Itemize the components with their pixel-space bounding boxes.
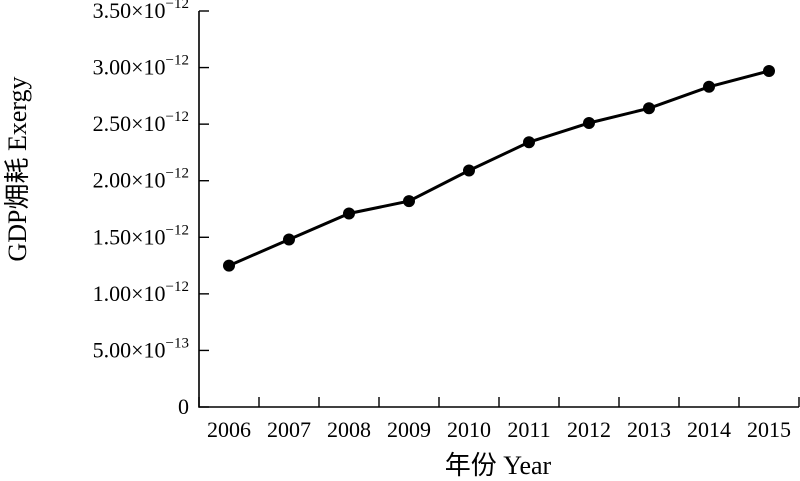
y-tick-label: 2.50×10−12 <box>93 109 189 136</box>
x-tick-label: 2015 <box>747 417 791 442</box>
x-axis-title: 年份 Year <box>445 451 552 480</box>
data-point <box>643 102 655 115</box>
x-tick-label: 2013 <box>627 417 671 442</box>
x-tick-label: 2014 <box>687 417 731 442</box>
x-axis-ticks: 2006 2007 2008 2009 2010 2011 2012 2013 2014 2015 <box>198 397 800 442</box>
axes <box>198 11 799 408</box>
y-tick-mantissa: 1.00×10 <box>93 281 166 306</box>
y-tick-mantissa: 5.00×10 <box>93 337 166 362</box>
data-point <box>523 136 535 149</box>
series-line <box>228 69 770 267</box>
y-tick-mantissa: 3.50×10 <box>93 0 166 23</box>
x-tick-label: 2010 <box>447 417 491 442</box>
x-tick-label: 2009 <box>387 417 431 442</box>
y-tick-label: 1.00×10−12 <box>93 279 189 306</box>
data-point <box>343 207 355 220</box>
y-tick-mantissa: 2.00×10 <box>93 168 166 193</box>
data-point <box>763 65 775 77</box>
y-axis-title: GDP㶲耗 Exergy <box>3 76 32 261</box>
y-tick-mantissa: 3.00×10 <box>93 55 166 80</box>
data-point <box>223 259 235 272</box>
y-tick-exponent: −12 <box>166 279 189 295</box>
y-tick-label: 3.50×10−12 <box>93 0 189 23</box>
data-point <box>703 80 715 93</box>
y-tick-mantissa: 0 <box>178 394 189 419</box>
x-tick-label: 2006 <box>207 417 251 442</box>
y-tick-label: 1.50×10−12 <box>93 222 189 249</box>
y-tick-mantissa: 1.50×10 <box>93 224 166 249</box>
data-point <box>463 164 475 177</box>
y-tick-exponent: −12 <box>166 109 189 125</box>
y-tick-exponent: −12 <box>166 0 189 12</box>
data-points <box>223 65 775 272</box>
data-point <box>283 233 295 246</box>
y-tick-label: 3.00×10−12 <box>93 53 189 80</box>
data-point <box>583 117 595 129</box>
x-tick-label: 2011 <box>507 417 550 442</box>
y-axis-ticks: 05.00×10−131.00×10−121.50×10−122.00×10−1… <box>93 0 209 419</box>
y-tick-exponent: −12 <box>166 53 189 69</box>
x-tick-label: 2007 <box>267 417 311 442</box>
y-tick-label: 0 <box>178 394 189 419</box>
y-tick-label: 2.00×10−12 <box>93 166 189 193</box>
y-tick-exponent: −12 <box>166 222 189 238</box>
y-tick-mantissa: 2.50×10 <box>93 111 166 136</box>
y-tick-exponent: −13 <box>166 335 189 351</box>
data-point <box>403 195 415 208</box>
y-tick-label: 5.00×10−13 <box>93 335 189 362</box>
x-tick-label: 2012 <box>567 417 611 442</box>
x-tick-label: 2008 <box>327 417 371 442</box>
y-tick-exponent: −12 <box>166 166 189 182</box>
